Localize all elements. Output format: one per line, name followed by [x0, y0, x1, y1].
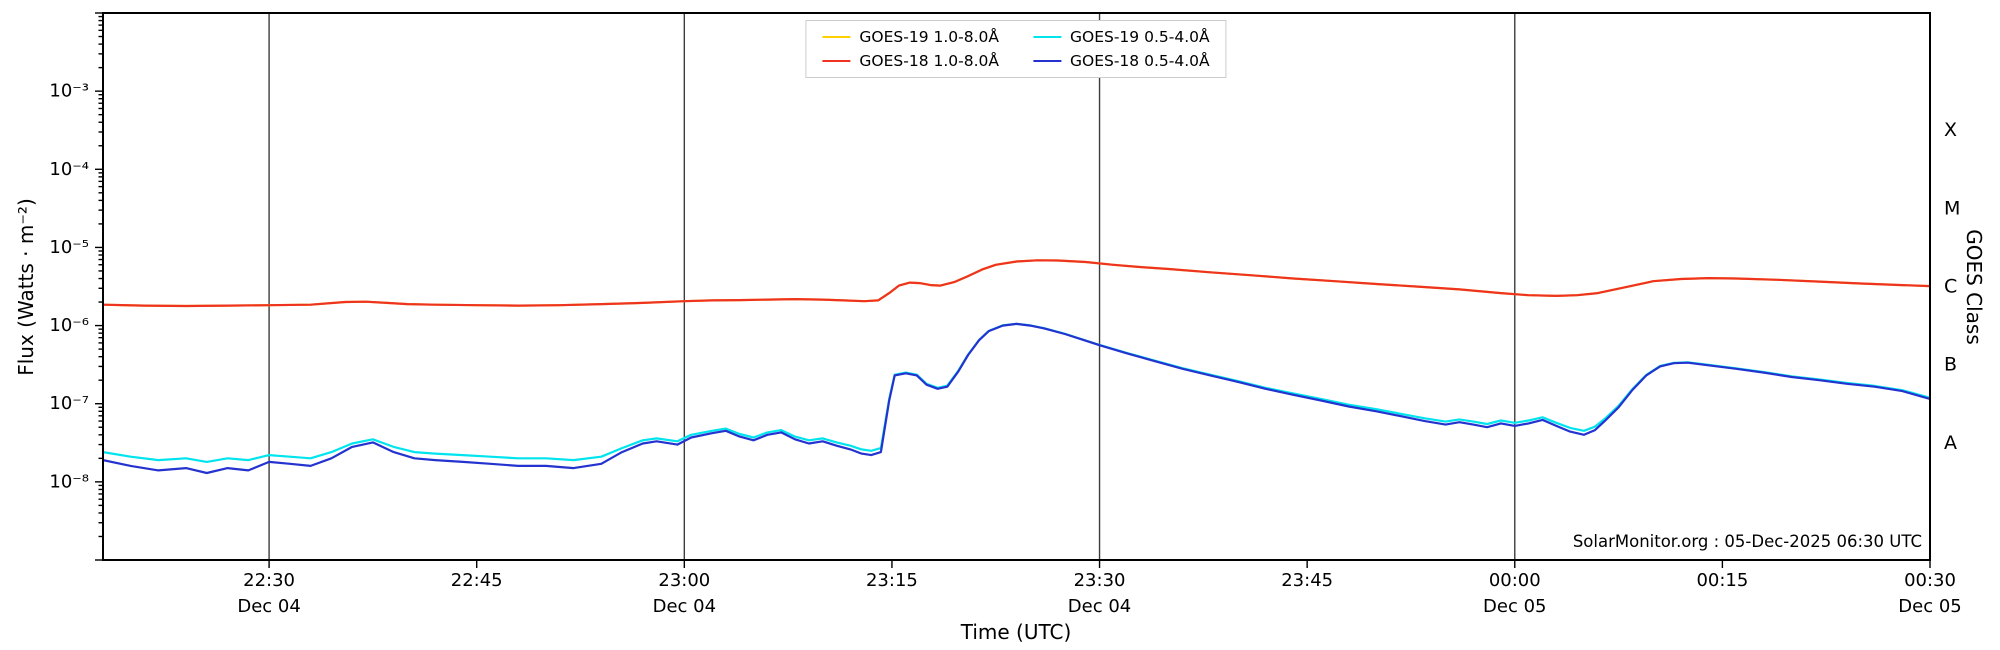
series-lines [103, 259, 1930, 475]
axis-ticks [95, 12, 1931, 568]
x-tick-label: 22:30 [243, 570, 295, 591]
x-tick-date-label: Dec 05 [1898, 596, 1961, 617]
tick-labels: 10⁻³ 10⁻⁴ 10⁻⁵ 10⁻⁶ 10⁻⁷ 10⁻⁸ X M C B A 22:30 Dec 04… [49, 81, 1961, 617]
x-tick-date-label: Dec 04 [1068, 596, 1131, 617]
x-tick-label: 00:30 [1904, 570, 1956, 591]
y-tick-label: 10⁻⁵ [49, 237, 89, 258]
series-line-1 [103, 259, 1930, 308]
goes-class-tick-label: A [1944, 432, 1957, 454]
y-tick-label: 10⁻⁸ [49, 471, 89, 492]
legend-item-goes18-short: GOES-18 0.5-4.0Å [1033, 52, 1210, 70]
legend-swatch-goes18-short [1033, 59, 1061, 63]
x-tick-label: 23:15 [866, 570, 918, 591]
legend-label-goes18-short: GOES-18 0.5-4.0Å [1070, 52, 1210, 70]
x-tick-label: 23:00 [658, 570, 710, 591]
x-tick-label: 23:30 [1074, 570, 1126, 591]
goes-class-axis-label: GOES Class [1962, 229, 1986, 345]
x-tick-date-label: Dec 04 [653, 596, 716, 617]
source-annotation: SolarMonitor.org : 05-Dec-2025 06:30 UTC [1572, 532, 1922, 551]
legend-item-goes19-long: GOES-19 1.0-8.0Å [822, 28, 999, 46]
y-tick-label: 10⁻⁷ [49, 393, 89, 414]
legend-label-goes18-long: GOES-18 1.0-8.0Å [859, 52, 999, 70]
goes-class-tick-label: M [1944, 197, 1960, 219]
goes-class-tick-label: X [1944, 119, 1957, 141]
goes-class-tick-label: C [1944, 276, 1957, 298]
plot-frame [102, 12, 1931, 561]
goes-class-tick-label: B [1944, 354, 1957, 376]
x-tick-date-label: Dec 04 [237, 596, 300, 617]
series-line-3 [103, 322, 1930, 475]
x-tick-label: 00:15 [1696, 570, 1748, 591]
legend-label-goes19-long: GOES-19 1.0-8.0Å [859, 28, 999, 46]
legend: GOES-19 1.0-8.0Å GOES-18 1.0-8.0Å GOES-1… [805, 20, 1227, 78]
legend-swatch-goes19-short [1033, 35, 1061, 39]
grid-lines [268, 13, 1516, 560]
x-tick-date-label: Dec 05 [1483, 596, 1546, 617]
legend-swatch-goes18-long [822, 59, 851, 63]
x-axis-label: Time (UTC) [960, 620, 1072, 644]
x-tick-label: 00:00 [1489, 570, 1541, 591]
legend-item-goes18-long: GOES-18 1.0-8.0Å [822, 52, 999, 70]
legend-label-goes19-short: GOES-19 0.5-4.0Å [1070, 28, 1210, 46]
x-tick-label: 22:45 [451, 570, 503, 591]
x-tick-label: 23:45 [1281, 570, 1333, 591]
y-tick-label: 10⁻⁶ [49, 315, 89, 336]
y-axis-label: Flux (Watts · m⁻²) [14, 198, 38, 376]
legend-swatch-goes19-long [822, 35, 851, 39]
series-line-0 [103, 259, 1930, 308]
legend-item-goes19-short: GOES-19 0.5-4.0Å [1033, 28, 1210, 46]
y-tick-label: 10⁻⁴ [49, 159, 89, 180]
series-line-2 [103, 322, 1930, 463]
y-tick-label: 10⁻³ [49, 81, 89, 102]
